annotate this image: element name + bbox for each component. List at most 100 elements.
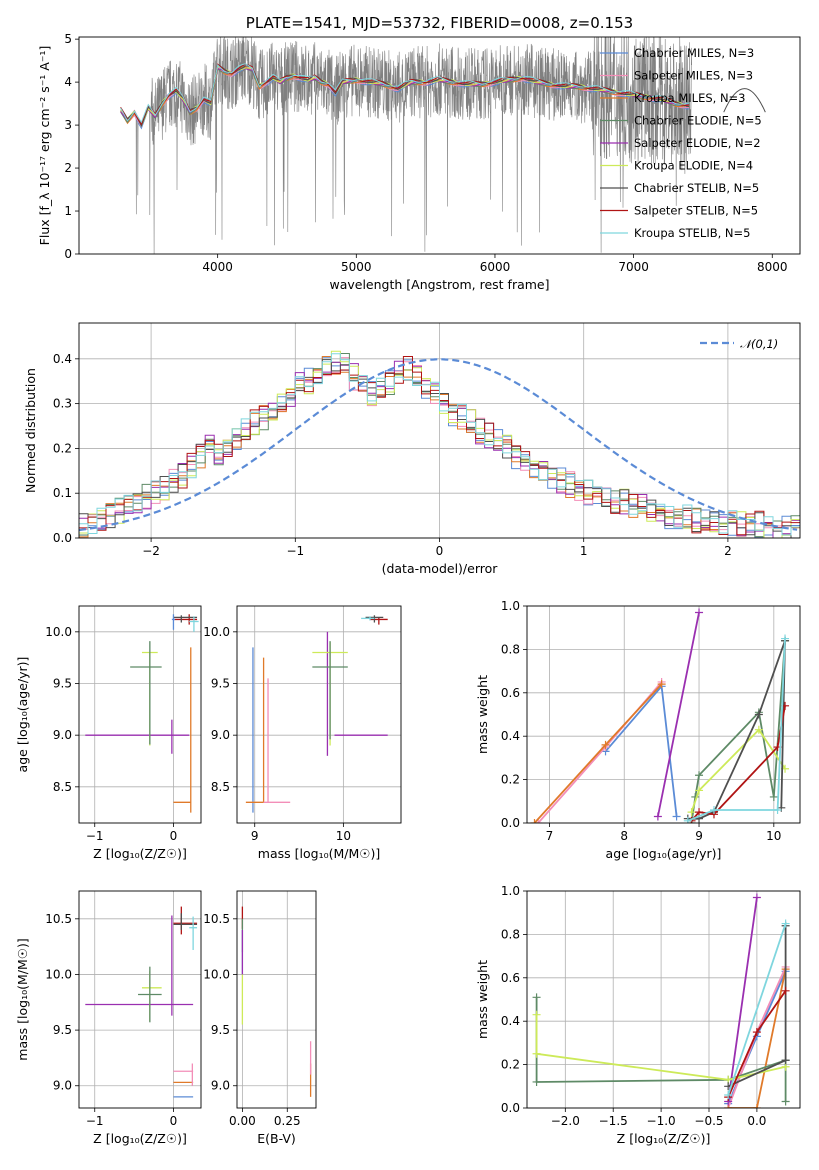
x-axis-label: E(B-V) <box>257 1131 296 1146</box>
weight-series-3 <box>657 612 700 817</box>
x-tick-label: −1.0 <box>647 1114 676 1128</box>
legend-entry-6: Chabrier STELIB, N=5 <box>634 181 759 195</box>
y-tick-label: 9.0 <box>53 728 72 742</box>
x-tick-label: 8000 <box>757 260 788 274</box>
weight-point <box>781 986 790 995</box>
weight-point <box>657 680 666 689</box>
x-axis-label: mass [log₁₀(M/M☉)] <box>258 846 380 861</box>
x-tick-label: 7 <box>546 829 554 843</box>
weight-point <box>672 812 681 821</box>
legend-entry-2: Kroupa MILES, N=3 <box>634 91 746 105</box>
y-axis-label: Flux [f_λ 10⁻¹⁷ erg cm⁻² s⁻¹ A⁻¹] <box>37 46 52 246</box>
weight-point <box>752 1104 761 1108</box>
y-tick-label: 0.8 <box>501 642 520 656</box>
x-tick-label: −1.5 <box>599 1114 628 1128</box>
y-tick-label: 10.5 <box>45 912 72 926</box>
weight-point <box>532 1049 541 1058</box>
axes-age_vs_Z: −1 0 8.5 9.0 9.5 10.0 Z [log₁₀(Z/Z☉)] age [log₁… <box>15 606 201 861</box>
y-axis-label: mass weight <box>475 675 490 754</box>
y-tick-label: 9.5 <box>211 1023 230 1037</box>
y-tick-label: 0.0 <box>501 1101 520 1115</box>
y-tick-label: 9.0 <box>53 1079 72 1093</box>
weight-point <box>532 1077 541 1086</box>
weight-point <box>695 786 704 795</box>
y-tick-label: 10.0 <box>45 625 72 639</box>
weight-point <box>752 1028 761 1037</box>
y-tick-label: 0.8 <box>501 927 520 941</box>
x-tick-label: −1 <box>286 544 304 558</box>
x-tick-label: −2.0 <box>551 1114 580 1128</box>
x-tick-label: 7000 <box>618 260 649 274</box>
y-tick-label: 0.2 <box>53 441 72 455</box>
x-axis-label: Z [log₁₀(Z/Z☉)] <box>93 846 187 861</box>
spectrum-lines <box>120 37 766 254</box>
frame-weight_vs_age <box>526 605 801 824</box>
weight-point <box>781 1056 790 1065</box>
weight-series-2 <box>533 683 663 823</box>
errorbars-mass_vs_EBV <box>241 906 312 1097</box>
y-tick-label: 3 <box>64 118 72 132</box>
frame-age_vs_mass <box>236 605 402 824</box>
legend-entry-5: Kroupa ELODIE, N=4 <box>634 159 753 173</box>
model-tail <box>723 88 766 113</box>
weight-point <box>683 816 692 823</box>
x-tick-label: 0.00 <box>229 1114 256 1128</box>
x-tick-label: 1 <box>580 544 588 558</box>
x-tick-label: 5000 <box>341 260 372 274</box>
weight-series-6 <box>687 640 786 820</box>
y-tick-label: 0.4 <box>501 729 520 743</box>
y-tick-label: 0.0 <box>53 531 72 545</box>
weight-point <box>709 805 718 814</box>
y-tick-label: 1 <box>64 204 72 218</box>
y-tick-label: 2 <box>64 161 72 175</box>
errorbars-age_vs_Z <box>85 614 199 813</box>
histogram-8 <box>79 353 800 536</box>
legend-entry-3: Chabrier ELODIE, N=5 <box>634 114 762 128</box>
x-tick-label: 2 <box>724 544 732 558</box>
y-tick-label: 1.0 <box>501 599 520 613</box>
x-tick-label: 6000 <box>480 260 511 274</box>
weight-point <box>781 919 790 928</box>
weight-series-4 <box>690 640 786 823</box>
model-line-8 <box>120 63 690 124</box>
weight-series-7 <box>690 705 786 822</box>
y-tick-label: 4 <box>64 75 72 89</box>
legend-entry-1: Salpeter MILES, N=3 <box>634 69 753 83</box>
weight-point <box>532 993 541 1002</box>
y-tick-label: 0.6 <box>501 686 520 700</box>
x-tick-label: 10 <box>766 829 781 843</box>
errorbars-mass_vs_Z <box>85 906 198 1098</box>
errorbars-age_vs_mass <box>245 615 388 813</box>
legend: Chabrier MILES, N=3 Salpeter MILES, N=3 Kr… <box>600 46 762 240</box>
weight-point <box>687 808 696 817</box>
axes-spectrum: 4000 5000 6000 7000 8000 0 1 2 3 4 5 wavelength [An… <box>37 32 788 292</box>
x-tick-label: 0.25 <box>274 1114 301 1128</box>
x-tick-label: 0 <box>170 1114 178 1128</box>
weight-point <box>773 805 782 814</box>
weight-point <box>653 812 662 821</box>
weight-series-3 <box>727 897 758 1102</box>
weight-series-2 <box>728 968 787 1108</box>
weight-series-8 <box>727 923 787 1096</box>
y-tick-label: 0 <box>64 247 72 261</box>
chart-title: PLATE=1541, MJD=53732, FIBERID=0008, z=0… <box>246 14 633 32</box>
y-tick-label: 5 <box>64 32 72 46</box>
histograms <box>79 350 800 538</box>
x-tick-label: 0 <box>436 544 444 558</box>
frame-mass_vs_EBV <box>236 890 317 1109</box>
y-tick-label: 0.4 <box>501 1014 520 1028</box>
y-axis-label: mass [log₁₀(M/M☉)] <box>15 938 30 1060</box>
legend-entry-0: Chabrier MILES, N=3 <box>634 46 754 60</box>
y-tick-label: 9.5 <box>211 677 230 691</box>
y-tick-label: 8.5 <box>211 780 230 794</box>
weight-point <box>724 1090 733 1099</box>
y-tick-label: 0.0 <box>501 816 520 830</box>
y-tick-label: 9.0 <box>211 728 230 742</box>
legend-entry-8: Kroupa STELIB, N=5 <box>634 226 751 240</box>
weight-point <box>754 710 763 719</box>
y-axis-label: Normed distribution <box>23 368 38 493</box>
y-tick-label: 10.5 <box>203 912 230 926</box>
y-axis-label: mass weight <box>475 960 490 1039</box>
y-tick-label: 0.4 <box>53 352 72 366</box>
x-tick-label: 4000 <box>202 260 233 274</box>
